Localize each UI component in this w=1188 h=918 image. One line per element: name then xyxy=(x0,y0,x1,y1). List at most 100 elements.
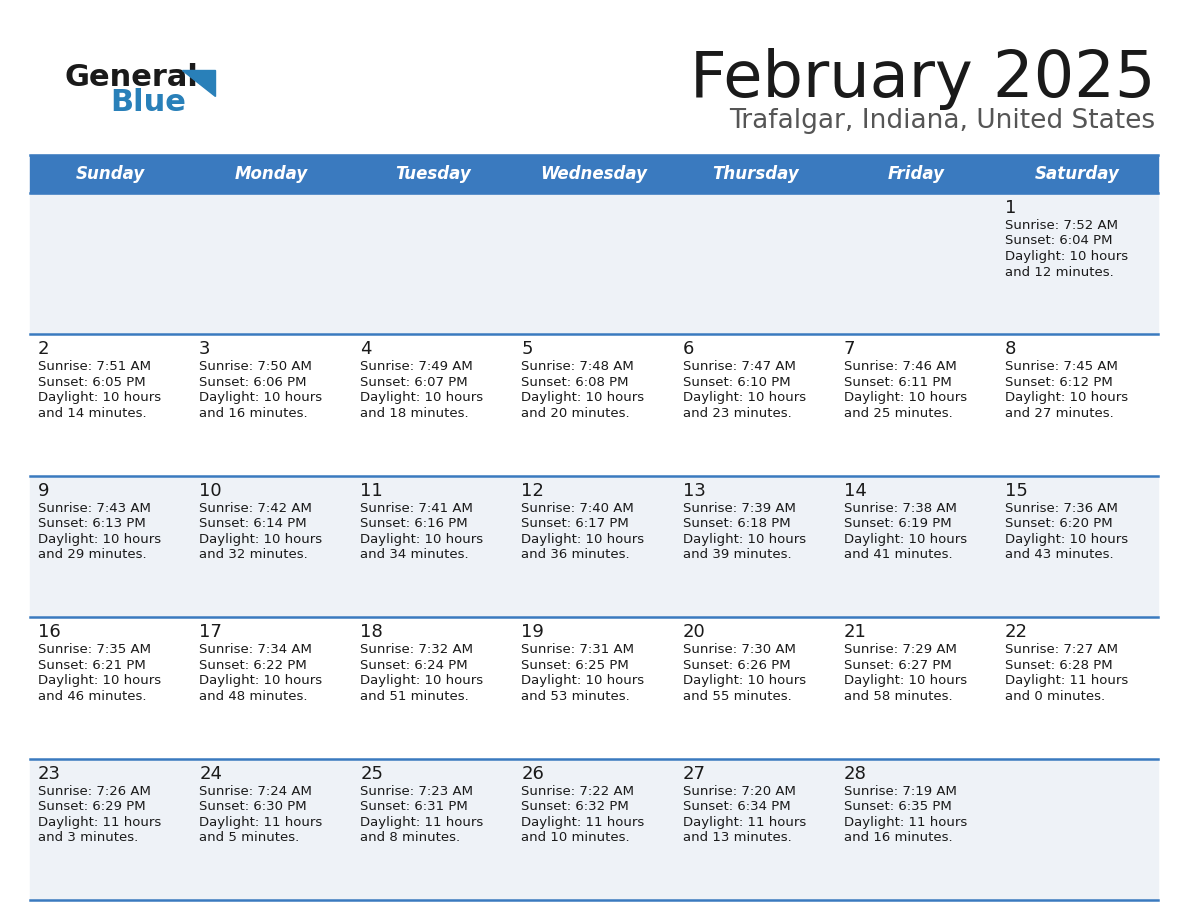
Text: Daylight: 10 hours: Daylight: 10 hours xyxy=(683,674,805,688)
Text: and 43 minutes.: and 43 minutes. xyxy=(1005,548,1113,561)
Text: 7: 7 xyxy=(843,341,855,358)
Text: Sunset: 6:32 PM: Sunset: 6:32 PM xyxy=(522,800,630,813)
Text: Blue: Blue xyxy=(110,88,185,117)
Text: Daylight: 11 hours: Daylight: 11 hours xyxy=(843,815,967,829)
Text: Daylight: 10 hours: Daylight: 10 hours xyxy=(200,674,322,688)
Bar xyxy=(30,334,1158,476)
Text: Sunset: 6:07 PM: Sunset: 6:07 PM xyxy=(360,375,468,389)
Text: Sunset: 6:26 PM: Sunset: 6:26 PM xyxy=(683,659,790,672)
Text: Sunrise: 7:23 AM: Sunrise: 7:23 AM xyxy=(360,785,473,798)
Text: Daylight: 11 hours: Daylight: 11 hours xyxy=(683,815,805,829)
Text: and 51 minutes.: and 51 minutes. xyxy=(360,689,469,702)
Text: 8: 8 xyxy=(1005,341,1016,358)
Text: Sunset: 6:10 PM: Sunset: 6:10 PM xyxy=(683,375,790,389)
Text: Sunset: 6:34 PM: Sunset: 6:34 PM xyxy=(683,800,790,813)
Text: Sunset: 6:35 PM: Sunset: 6:35 PM xyxy=(843,800,952,813)
Text: Daylight: 10 hours: Daylight: 10 hours xyxy=(360,391,484,405)
Text: Sunset: 6:28 PM: Sunset: 6:28 PM xyxy=(1005,659,1112,672)
Text: Trafalgar, Indiana, United States: Trafalgar, Indiana, United States xyxy=(729,108,1155,134)
Text: and 14 minutes.: and 14 minutes. xyxy=(38,407,146,420)
Text: Daylight: 11 hours: Daylight: 11 hours xyxy=(522,815,645,829)
Text: Daylight: 11 hours: Daylight: 11 hours xyxy=(200,815,322,829)
Text: and 16 minutes.: and 16 minutes. xyxy=(200,407,308,420)
Text: Sunset: 6:14 PM: Sunset: 6:14 PM xyxy=(200,518,307,531)
Text: Daylight: 10 hours: Daylight: 10 hours xyxy=(200,532,322,546)
Text: 4: 4 xyxy=(360,341,372,358)
Text: Sunset: 6:24 PM: Sunset: 6:24 PM xyxy=(360,659,468,672)
Text: 1: 1 xyxy=(1005,199,1016,217)
Text: 20: 20 xyxy=(683,623,706,641)
Text: Sunrise: 7:30 AM: Sunrise: 7:30 AM xyxy=(683,644,796,656)
Text: Daylight: 10 hours: Daylight: 10 hours xyxy=(360,674,484,688)
Text: Daylight: 10 hours: Daylight: 10 hours xyxy=(683,532,805,546)
Text: Sunrise: 7:22 AM: Sunrise: 7:22 AM xyxy=(522,785,634,798)
Text: Sunset: 6:04 PM: Sunset: 6:04 PM xyxy=(1005,234,1112,248)
Text: Sunrise: 7:36 AM: Sunrise: 7:36 AM xyxy=(1005,502,1118,515)
Text: 3: 3 xyxy=(200,341,210,358)
Text: Sunrise: 7:40 AM: Sunrise: 7:40 AM xyxy=(522,502,634,515)
Bar xyxy=(30,617,1158,758)
Text: 19: 19 xyxy=(522,623,544,641)
Text: and 53 minutes.: and 53 minutes. xyxy=(522,689,630,702)
Text: and 25 minutes.: and 25 minutes. xyxy=(843,407,953,420)
Text: and 32 minutes.: and 32 minutes. xyxy=(200,548,308,561)
Text: 21: 21 xyxy=(843,623,866,641)
Text: 9: 9 xyxy=(38,482,50,499)
Text: Sunrise: 7:48 AM: Sunrise: 7:48 AM xyxy=(522,361,634,374)
Text: Sunset: 6:20 PM: Sunset: 6:20 PM xyxy=(1005,518,1112,531)
Text: Daylight: 10 hours: Daylight: 10 hours xyxy=(843,532,967,546)
Text: and 58 minutes.: and 58 minutes. xyxy=(843,689,953,702)
Text: and 12 minutes.: and 12 minutes. xyxy=(1005,265,1113,278)
Text: and 55 minutes.: and 55 minutes. xyxy=(683,689,791,702)
Text: 23: 23 xyxy=(38,765,61,783)
Text: Daylight: 10 hours: Daylight: 10 hours xyxy=(38,391,162,405)
Text: 22: 22 xyxy=(1005,623,1028,641)
Text: and 18 minutes.: and 18 minutes. xyxy=(360,407,469,420)
Text: Sunset: 6:31 PM: Sunset: 6:31 PM xyxy=(360,800,468,813)
Text: Sunset: 6:22 PM: Sunset: 6:22 PM xyxy=(200,659,307,672)
Text: Sunrise: 7:51 AM: Sunrise: 7:51 AM xyxy=(38,361,151,374)
Text: 25: 25 xyxy=(360,765,384,783)
Bar xyxy=(30,155,1158,193)
Text: Daylight: 10 hours: Daylight: 10 hours xyxy=(522,391,645,405)
Text: General: General xyxy=(65,63,198,92)
Text: Sunrise: 7:52 AM: Sunrise: 7:52 AM xyxy=(1005,219,1118,232)
Text: Sunset: 6:06 PM: Sunset: 6:06 PM xyxy=(200,375,307,389)
Text: Sunrise: 7:43 AM: Sunrise: 7:43 AM xyxy=(38,502,151,515)
Text: Daylight: 10 hours: Daylight: 10 hours xyxy=(522,532,645,546)
Text: Daylight: 10 hours: Daylight: 10 hours xyxy=(38,674,162,688)
Text: 15: 15 xyxy=(1005,482,1028,499)
Text: February 2025: February 2025 xyxy=(689,48,1155,110)
Text: and 34 minutes.: and 34 minutes. xyxy=(360,548,469,561)
Text: Sunset: 6:17 PM: Sunset: 6:17 PM xyxy=(522,518,630,531)
Text: Sunday: Sunday xyxy=(76,165,145,183)
Text: Daylight: 10 hours: Daylight: 10 hours xyxy=(522,674,645,688)
Text: Sunrise: 7:32 AM: Sunrise: 7:32 AM xyxy=(360,644,473,656)
Text: Sunset: 6:08 PM: Sunset: 6:08 PM xyxy=(522,375,628,389)
Text: Daylight: 10 hours: Daylight: 10 hours xyxy=(1005,250,1127,263)
Text: Sunrise: 7:29 AM: Sunrise: 7:29 AM xyxy=(843,644,956,656)
Text: and 48 minutes.: and 48 minutes. xyxy=(200,689,308,702)
Bar xyxy=(30,758,1158,900)
Text: Sunset: 6:21 PM: Sunset: 6:21 PM xyxy=(38,659,146,672)
Text: and 27 minutes.: and 27 minutes. xyxy=(1005,407,1113,420)
Text: Daylight: 11 hours: Daylight: 11 hours xyxy=(38,815,162,829)
Text: Friday: Friday xyxy=(887,165,944,183)
Text: Daylight: 10 hours: Daylight: 10 hours xyxy=(1005,532,1127,546)
Text: Sunset: 6:11 PM: Sunset: 6:11 PM xyxy=(843,375,952,389)
Text: Sunrise: 7:20 AM: Sunrise: 7:20 AM xyxy=(683,785,796,798)
Text: Sunrise: 7:26 AM: Sunrise: 7:26 AM xyxy=(38,785,151,798)
Text: 6: 6 xyxy=(683,341,694,358)
Text: Sunrise: 7:45 AM: Sunrise: 7:45 AM xyxy=(1005,361,1118,374)
Text: and 10 minutes.: and 10 minutes. xyxy=(522,831,630,844)
Text: Sunset: 6:27 PM: Sunset: 6:27 PM xyxy=(843,659,952,672)
Text: 13: 13 xyxy=(683,482,706,499)
Text: Sunrise: 7:35 AM: Sunrise: 7:35 AM xyxy=(38,644,151,656)
Text: 26: 26 xyxy=(522,765,544,783)
Text: Sunrise: 7:19 AM: Sunrise: 7:19 AM xyxy=(843,785,956,798)
Text: Sunset: 6:30 PM: Sunset: 6:30 PM xyxy=(200,800,307,813)
Text: and 41 minutes.: and 41 minutes. xyxy=(843,548,953,561)
Text: 14: 14 xyxy=(843,482,866,499)
Text: Daylight: 10 hours: Daylight: 10 hours xyxy=(1005,391,1127,405)
Polygon shape xyxy=(182,70,215,96)
